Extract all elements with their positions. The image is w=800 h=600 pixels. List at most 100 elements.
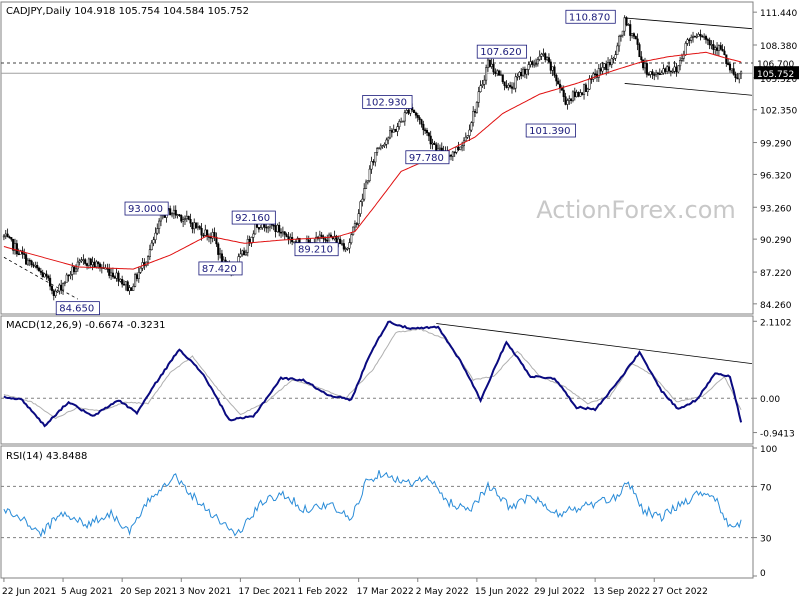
candle-body bbox=[128, 287, 131, 292]
candle-body bbox=[638, 44, 641, 58]
x-tick-label: 22 Jun 2021 bbox=[2, 587, 56, 597]
candle-body bbox=[30, 260, 33, 266]
candle-body bbox=[723, 50, 726, 56]
candle-body bbox=[568, 98, 571, 101]
candle-body bbox=[283, 231, 286, 235]
candle-body bbox=[363, 188, 366, 200]
candle-body bbox=[279, 231, 283, 234]
rsi-line bbox=[3, 470, 742, 538]
candle-body bbox=[357, 213, 360, 224]
candle-body bbox=[597, 68, 600, 78]
candle-body bbox=[359, 201, 362, 214]
candle-body bbox=[472, 111, 475, 124]
candle-body bbox=[433, 142, 436, 146]
candle-body bbox=[435, 144, 438, 152]
candle-body bbox=[71, 266, 74, 275]
candle-body bbox=[564, 96, 567, 105]
candle-body bbox=[176, 214, 179, 216]
candle-body bbox=[152, 239, 155, 244]
candle-body bbox=[272, 224, 275, 227]
candle-body bbox=[400, 120, 403, 123]
candle-body bbox=[719, 45, 722, 50]
candle-body bbox=[614, 54, 617, 59]
candle-body bbox=[361, 198, 364, 202]
candle-body bbox=[385, 139, 388, 145]
candle-body bbox=[520, 72, 523, 76]
candle-body bbox=[636, 38, 639, 45]
candle-body bbox=[673, 66, 676, 72]
level-label-box bbox=[405, 150, 450, 165]
candle-body bbox=[621, 30, 624, 36]
candle-body bbox=[496, 70, 499, 74]
candle-body bbox=[429, 135, 432, 145]
candle-body bbox=[346, 247, 349, 250]
candle-body bbox=[549, 61, 552, 71]
candle-body bbox=[324, 238, 327, 241]
candle-body bbox=[6, 233, 9, 238]
candle-body bbox=[274, 225, 277, 232]
candle-body bbox=[618, 36, 621, 47]
candle-body bbox=[704, 36, 708, 40]
level-label-box bbox=[476, 44, 528, 59]
candle-body bbox=[529, 61, 532, 65]
candle-body bbox=[63, 282, 66, 284]
candle-body bbox=[732, 68, 735, 75]
candle-body bbox=[56, 290, 59, 293]
candle-body bbox=[706, 39, 709, 41]
candle-body bbox=[159, 215, 163, 222]
candle-body bbox=[605, 63, 608, 70]
dashed-trendline bbox=[3, 256, 79, 300]
candle-body bbox=[438, 147, 441, 150]
x-tick-label: 2 May 2022 bbox=[416, 587, 469, 597]
candle-body bbox=[629, 24, 632, 36]
candle-body bbox=[52, 290, 55, 296]
candle-body bbox=[174, 209, 177, 216]
candle-body bbox=[684, 43, 687, 56]
candle-body bbox=[531, 61, 534, 65]
candle-body bbox=[368, 168, 371, 181]
candle-body bbox=[289, 237, 292, 240]
candle-body bbox=[525, 69, 528, 75]
candle-body bbox=[254, 223, 257, 235]
candle-body bbox=[490, 63, 493, 67]
candle-body bbox=[113, 276, 116, 279]
price-y-tick-label: 96.320 bbox=[760, 171, 792, 181]
candle-body bbox=[571, 91, 575, 101]
candle-body bbox=[374, 152, 377, 163]
candle-body bbox=[91, 261, 94, 266]
candle-body bbox=[592, 73, 595, 80]
candle-body bbox=[503, 81, 506, 86]
candle-body bbox=[135, 274, 138, 279]
candle-body bbox=[87, 258, 90, 266]
candle-body bbox=[666, 66, 669, 72]
x-tick-label: 29 Jul 2022 bbox=[534, 587, 585, 597]
candle-body bbox=[281, 231, 284, 234]
x-tick-label: 17 Mar 2022 bbox=[357, 587, 414, 597]
candle-body bbox=[73, 266, 76, 272]
candle-body bbox=[390, 130, 393, 133]
candle-body bbox=[320, 234, 323, 238]
macd-label: MACD(12,26,9) -0.6674 -0.3231 bbox=[6, 320, 166, 331]
candle-body bbox=[599, 68, 602, 72]
candle-body bbox=[49, 277, 52, 287]
candle-body bbox=[721, 49, 724, 52]
candle-body bbox=[522, 68, 525, 76]
candle-body bbox=[15, 243, 18, 255]
candle-body bbox=[477, 91, 480, 103]
candle-body bbox=[616, 45, 619, 55]
candle-body bbox=[178, 214, 181, 216]
macd-y-tick-label: -0.9413 bbox=[760, 430, 795, 440]
candle-body bbox=[486, 59, 490, 68]
candle-body bbox=[483, 79, 486, 85]
candle-body bbox=[675, 66, 678, 73]
price-panel bbox=[0, 1, 754, 315]
rsi-y-tick-label: 30 bbox=[760, 535, 772, 545]
candle-body bbox=[736, 77, 739, 80]
candle-body bbox=[10, 237, 13, 240]
candle-body bbox=[132, 286, 135, 291]
candle-body bbox=[425, 130, 429, 134]
candle-body bbox=[677, 65, 680, 73]
candle-body bbox=[394, 129, 397, 132]
candle-body bbox=[466, 135, 469, 138]
candle-body bbox=[185, 215, 188, 220]
